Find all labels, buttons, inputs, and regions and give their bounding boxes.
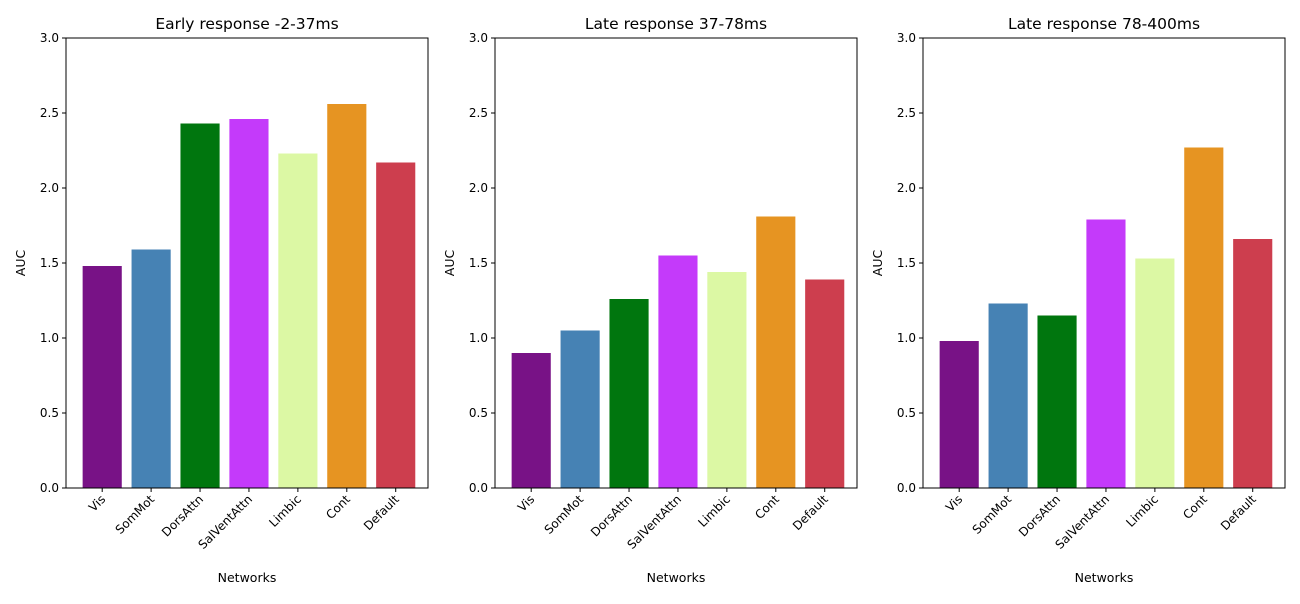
y-tick-label: 0.0: [40, 481, 59, 495]
bar-salventattn: [658, 255, 698, 488]
bar-vis: [511, 353, 551, 488]
bar-limbic: [707, 272, 747, 488]
chart-title: Late response 37-78ms: [585, 15, 767, 33]
y-tick-label: 2.0: [469, 181, 488, 195]
bar-default: [376, 162, 416, 488]
y-tick-label: 2.0: [40, 181, 59, 195]
x-tick-label: Cont: [323, 492, 353, 522]
x-axis-label: Networks: [647, 570, 706, 585]
bar-sommot: [131, 249, 171, 488]
y-axis-label: AUC: [442, 250, 457, 277]
bar-dorsattn: [180, 123, 220, 488]
y-tick-label: 0.0: [469, 481, 488, 495]
x-tick-label: Vis: [86, 492, 108, 514]
y-tick-label: 0.5: [897, 406, 916, 420]
y-tick-label: 2.0: [897, 181, 916, 195]
x-tick-label: SomMot: [970, 492, 1015, 537]
x-tick-label: Limbic: [695, 492, 733, 530]
bar-sommot: [988, 303, 1028, 488]
y-tick-label: 1.0: [469, 331, 488, 345]
x-tick-label: Default: [790, 492, 831, 533]
bar-salventattn: [229, 119, 269, 488]
y-tick-label: 3.0: [897, 31, 916, 45]
chart-title: Late response 78-400ms: [1008, 15, 1200, 33]
bar-salventattn: [1086, 219, 1126, 488]
x-tick-label: SomMot: [542, 492, 587, 537]
bar-vis: [82, 266, 122, 488]
x-tick-label: Cont: [752, 492, 782, 522]
y-tick-label: 0.5: [469, 406, 488, 420]
y-tick-label: 3.0: [469, 31, 488, 45]
bar-limbic: [278, 153, 318, 488]
bar-default: [1233, 239, 1273, 488]
x-axis-label: Networks: [218, 570, 277, 585]
bar-sommot: [560, 330, 600, 488]
x-tick-label: Vis: [515, 492, 537, 514]
bar-limbic: [1135, 258, 1175, 488]
bar-dorsattn: [1037, 315, 1077, 488]
x-tick-label: Limbic: [1123, 492, 1161, 530]
y-axis-label: AUC: [13, 250, 28, 277]
x-tick-label: Limbic: [266, 492, 304, 530]
x-tick-label: DorsAttn: [1016, 492, 1063, 539]
bar-vis: [939, 341, 979, 488]
bar-dorsattn: [609, 299, 649, 488]
x-tick-label: DorsAttn: [159, 492, 206, 539]
bar-cont: [1184, 147, 1224, 488]
bar-cont: [756, 216, 796, 488]
x-tick-label: Default: [1218, 492, 1259, 533]
y-tick-label: 0.5: [40, 406, 59, 420]
chart-title: Early response -2-37ms: [155, 15, 338, 33]
y-tick-label: 3.0: [40, 31, 59, 45]
bar-default: [805, 279, 845, 488]
y-tick-label: 2.5: [40, 106, 59, 120]
x-tick-label: Cont: [1180, 492, 1210, 522]
y-tick-label: 0.0: [897, 481, 916, 495]
y-tick-label: 2.5: [897, 106, 916, 120]
x-tick-label: DorsAttn: [588, 492, 635, 539]
bar-cont: [327, 104, 367, 488]
y-axis-label: AUC: [870, 250, 885, 277]
y-tick-label: 2.5: [469, 106, 488, 120]
y-tick-label: 1.5: [897, 256, 916, 270]
y-tick-label: 1.5: [469, 256, 488, 270]
x-axis-label: Networks: [1075, 570, 1134, 585]
x-tick-label: Vis: [943, 492, 965, 514]
x-tick-label: SomMot: [113, 492, 158, 537]
y-tick-label: 1.0: [897, 331, 916, 345]
y-tick-label: 1.0: [40, 331, 59, 345]
x-tick-label: Default: [361, 492, 402, 533]
y-tick-label: 1.5: [40, 256, 59, 270]
